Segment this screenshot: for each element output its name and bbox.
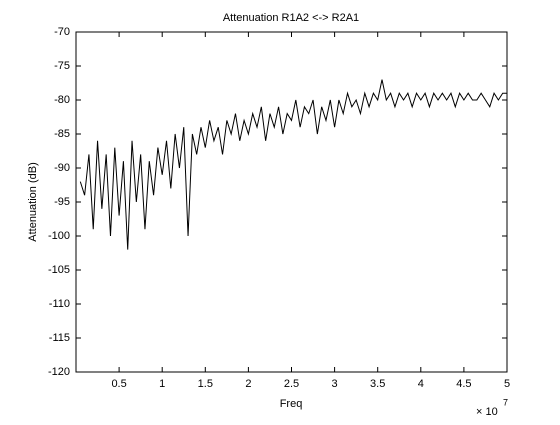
x-axis-label: Freq: [280, 398, 303, 410]
x-tick-label: 2: [245, 378, 251, 390]
x-tick-label: 1: [159, 378, 165, 390]
y-axis-label: Attenuation (dB): [27, 162, 39, 242]
x-tick-label: 4: [418, 378, 424, 390]
x-multiplier-exponent: 7: [503, 397, 508, 407]
y-tick-label: -110: [49, 298, 70, 310]
y-tick-label: -90: [54, 162, 70, 174]
x-tick-label: 3.5: [370, 378, 385, 390]
x-tick-label: 5: [504, 378, 510, 390]
x-tick-label: 2.5: [284, 378, 299, 390]
y-tick-label: -95: [54, 196, 70, 208]
y-tick-label: -120: [48, 366, 70, 378]
y-tick-label: -105: [48, 264, 70, 276]
y-tick-label: -80: [54, 94, 70, 106]
chart-title: Attenuation R1A2 <-> R2A1: [223, 12, 359, 24]
x-multiplier: × 10: [476, 406, 498, 418]
y-tick-label: -85: [54, 128, 70, 140]
x-tick-label: 1.5: [198, 378, 213, 390]
y-tick-label: -75: [54, 60, 70, 72]
y-tick-label: -70: [54, 26, 70, 38]
x-tick-label: 4.5: [456, 378, 471, 390]
x-tick-label: 0.5: [111, 378, 126, 390]
x-tick-label: 3: [332, 378, 338, 390]
data-line: [79, 79, 507, 250]
y-tick-label: -115: [49, 332, 70, 344]
plot-area: [75, 31, 508, 373]
y-tick-label: -100: [48, 230, 70, 242]
